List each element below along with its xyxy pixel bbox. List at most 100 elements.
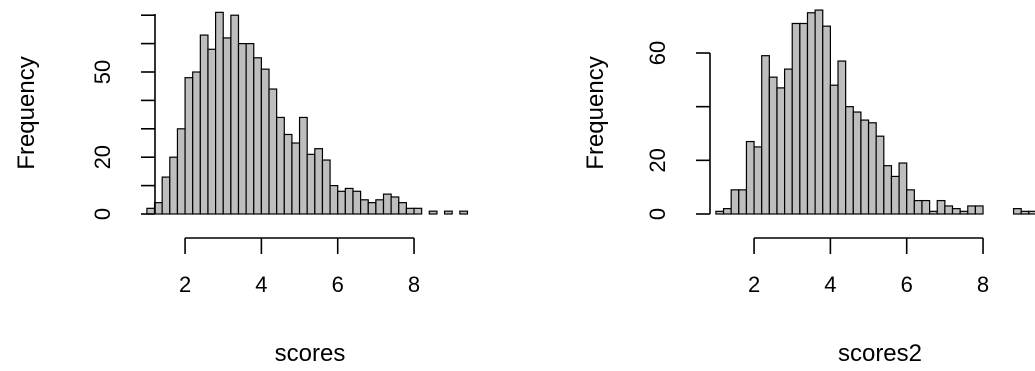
x-tick-label: 4: [255, 272, 267, 297]
histogram-bar: [161, 176, 171, 215]
histogram-bar: [722, 208, 732, 215]
y-axis: 0 20 60: [645, 41, 711, 220]
histogram-bar: [443, 210, 453, 215]
y-tick-label: 0: [645, 208, 670, 220]
histogram-bar: [276, 116, 285, 215]
histogram-bar: [921, 199, 931, 215]
histogram-bar: [207, 48, 217, 215]
histogram-bar: [169, 156, 179, 215]
histogram-bar: [360, 199, 369, 215]
x-axis: 2 4 6 8: [179, 237, 420, 297]
histogram-panel-scores: 0 20 50 2 4 6 8 Frequency scores: [13, 11, 469, 367]
histogram-bar: [375, 199, 385, 215]
histogram-bar: [715, 210, 725, 215]
histogram-bar: [883, 165, 893, 215]
histogram-bar: [967, 205, 977, 215]
histogram-bar: [176, 128, 186, 215]
histogram-bar: [215, 11, 224, 215]
y-axis-label: Frequency: [13, 56, 40, 169]
histogram-bar: [344, 187, 354, 215]
histogram-bar: [1028, 210, 1035, 215]
histogram-bar: [845, 106, 854, 215]
histogram-bar: [199, 34, 209, 215]
x-tick-label: 4: [824, 272, 836, 297]
histogram-bar: [1020, 210, 1030, 215]
histogram-bar: [405, 207, 415, 215]
histogram-bar: [822, 25, 831, 215]
histogram-bar: [329, 185, 339, 215]
histogram-bar: [768, 76, 778, 215]
histogram-bar: [390, 196, 400, 215]
histogram-bar: [230, 14, 240, 215]
histogram-bar: [237, 42, 247, 215]
x-axis-label: scores: [275, 340, 346, 367]
histogram-bar: [146, 207, 156, 215]
histogram-bar: [829, 84, 839, 215]
histogram-bar: [890, 175, 900, 215]
x-tick-label: 8: [408, 272, 420, 297]
histogram-bar: [222, 37, 232, 215]
x-tick-label: 2: [179, 272, 191, 297]
histogram-bar: [260, 68, 270, 215]
histogram-bar: [783, 68, 793, 215]
histogram-bar: [367, 202, 377, 215]
y-tick-label: 60: [645, 41, 670, 65]
histogram-panel-scores2: 0 20 60 2 4 6 8 Frequency scores2: [582, 9, 1035, 367]
histogram-bar: [184, 77, 194, 215]
histogram-bar: [314, 148, 324, 215]
x-axis-label: scores2: [838, 340, 922, 367]
x-tick-label: 2: [748, 272, 760, 297]
histogram-bar: [929, 210, 938, 215]
histogram-bar: [428, 210, 438, 215]
histogram-bar: [1012, 208, 1022, 215]
histogram-bar: [321, 159, 331, 215]
x-tick-label: 8: [977, 272, 989, 297]
histogram-bar: [761, 55, 770, 215]
histogram-bar: [959, 210, 969, 215]
histogram-bar: [398, 202, 407, 215]
histogram-bar: [245, 42, 255, 215]
histogram-bar: [253, 57, 262, 215]
histogram-bar: [936, 199, 946, 215]
histogram-bar: [291, 142, 301, 215]
histogram-bar: [459, 210, 469, 215]
histogram-bar: [875, 135, 885, 215]
y-axis-label: Frequency: [582, 56, 609, 169]
histogram-bar: [852, 111, 862, 215]
x-tick-label: 6: [332, 272, 344, 297]
histogram-bar: [382, 193, 392, 215]
histogram-bar: [413, 207, 423, 215]
histogram-bar: [753, 146, 763, 215]
y-axis: 0 20 50: [90, 14, 156, 220]
histogram-bar: [298, 116, 308, 215]
histogram-bar: [776, 87, 786, 215]
histogram-bar: [906, 189, 915, 215]
histogram-bar: [898, 162, 908, 215]
histogram-bar: [974, 205, 984, 215]
histogram-bar: [745, 140, 755, 215]
histogram-bar: [268, 88, 278, 215]
histogram-bar: [867, 122, 877, 215]
histogram-bar: [944, 205, 954, 215]
histogram-bar: [799, 22, 809, 215]
histogram-bar: [730, 189, 740, 215]
y-tick-label: 20: [90, 145, 115, 169]
histogram-bar: [951, 208, 961, 215]
y-tick-label: 50: [90, 60, 115, 84]
y-tick-label: 0: [90, 208, 115, 220]
histogram-bar: [913, 199, 923, 215]
histogram-bar: [738, 189, 748, 215]
y-tick-label: 20: [645, 148, 670, 172]
histogram-bar: [806, 12, 816, 215]
histogram-bar: [337, 190, 346, 215]
histogram-bar: [814, 9, 824, 215]
bars-group: [146, 11, 469, 215]
histogram-bar: [306, 153, 316, 215]
histogram-bar: [837, 60, 847, 215]
histogram-bar: [283, 133, 293, 215]
histogram-bar: [352, 190, 362, 215]
bars-group: [715, 9, 1035, 215]
histogram-bar: [791, 22, 801, 215]
histogram-bar: [860, 119, 870, 215]
